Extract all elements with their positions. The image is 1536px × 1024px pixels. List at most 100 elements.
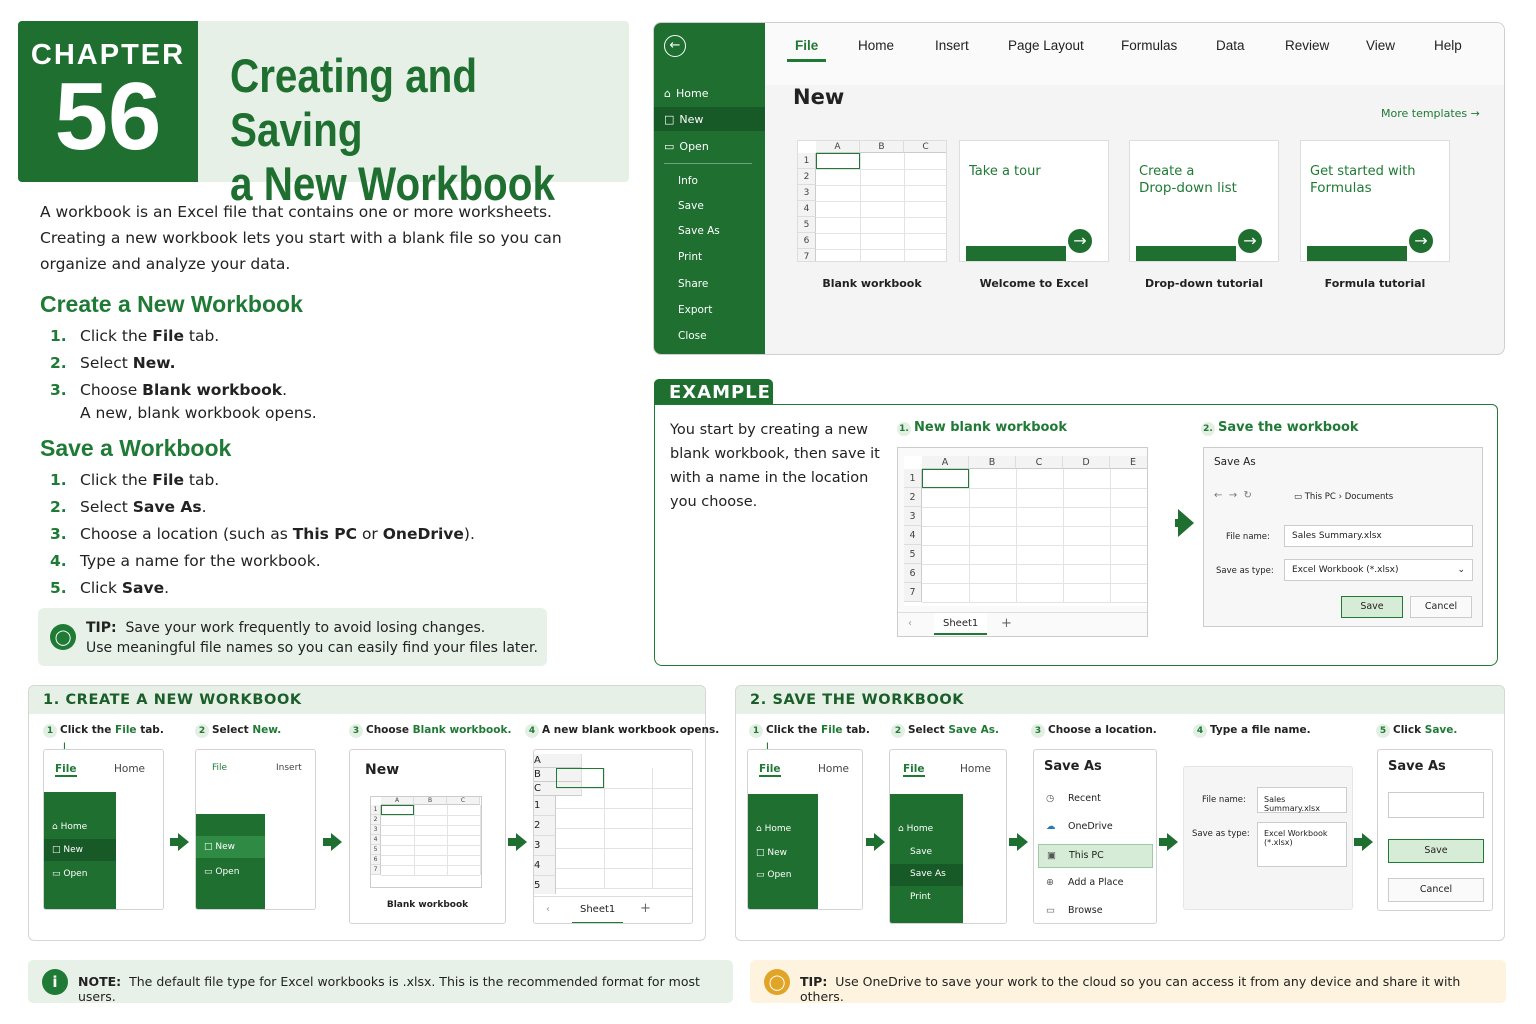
add-sheet-icon[interactable]: + xyxy=(640,901,651,916)
path-breadcrumb[interactable]: ▭ This PC › Documents xyxy=(1294,492,1394,502)
sidebar-item-open[interactable]: ▭ Open xyxy=(664,140,709,153)
row-header: 2 xyxy=(798,169,816,185)
save-button[interactable]: Save xyxy=(1341,596,1403,618)
menu-open[interactable]: ▭ Open xyxy=(756,870,792,880)
home-tab[interactable]: Home xyxy=(818,763,850,775)
location-recent[interactable]: ◷ Recent xyxy=(1046,793,1101,804)
save-button[interactable]: Save xyxy=(1388,839,1484,863)
template-card-3[interactable]: Create a Drop-down list → xyxy=(1129,140,1279,262)
column-header: C xyxy=(1016,456,1063,469)
example-box: You start by creating a new blank workbo… xyxy=(654,404,1498,666)
file-name-input[interactable]: Sales Summary.xlsx xyxy=(1257,787,1347,813)
row-header: 3 xyxy=(371,825,381,835)
more-templates-link[interactable]: More templates → xyxy=(1381,107,1480,120)
step-text: Choose a location (such as This PC or On… xyxy=(80,525,475,543)
arrow-right-icon[interactable]: → xyxy=(1236,227,1264,255)
panel2-filename-preview: File name: Sales Summary.xlsx Save as ty… xyxy=(1183,766,1353,910)
menu-home[interactable]: ⌂ Home xyxy=(52,822,88,832)
sheet1-tab[interactable]: Sheet1 xyxy=(934,613,988,635)
selected-cell[interactable] xyxy=(556,768,604,788)
menu-save[interactable]: Save xyxy=(910,847,933,857)
sidebar-item-print[interactable]: Print xyxy=(678,251,703,263)
menu-new[interactable]: □ New xyxy=(756,848,788,858)
scroll-left-icon[interactable]: ‹ xyxy=(546,904,550,915)
sidebar-item-home[interactable]: ⌂ Home xyxy=(664,87,709,100)
sidebar-item-save[interactable]: Save xyxy=(678,200,704,212)
sidebar-item-export[interactable]: Export xyxy=(678,304,713,316)
cancel-button[interactable]: Cancel xyxy=(1388,878,1484,902)
save-as-title: Save As xyxy=(1388,759,1446,774)
file-name-input[interactable]: Sales Summary.xlsx xyxy=(1284,525,1473,547)
folder-icon: ▭ xyxy=(664,140,675,153)
selected-cell[interactable] xyxy=(816,153,860,169)
column-header: B xyxy=(860,141,904,153)
sidebar-item-close[interactable]: Close xyxy=(678,330,707,342)
sidebar-item-info[interactable]: Info xyxy=(678,175,698,187)
menu-new[interactable]: □ New xyxy=(52,845,84,855)
scroll-left-icon[interactable]: ‹ xyxy=(908,618,912,629)
insert-tab[interactable]: Insert xyxy=(276,763,302,773)
menu-new[interactable]: □ New xyxy=(204,842,236,852)
tab-help[interactable]: Help xyxy=(1434,38,1462,53)
menu-home[interactable]: ⌂ Home xyxy=(898,824,934,834)
note-box: i NOTE: The default file type for Excel … xyxy=(28,960,733,1004)
sidebar-item-save-as[interactable]: Save As xyxy=(678,225,720,237)
arrow-right-icon[interactable]: → xyxy=(1407,227,1435,255)
ribbon-tabs: File Home Insert Page Layout Formulas Data Rev… xyxy=(765,23,1504,85)
tip2-text: Use OneDrive to save your work to the cl… xyxy=(800,974,1461,1004)
tab-review[interactable]: Review xyxy=(1285,38,1330,53)
save-type-select[interactable]: Excel Workbook (*.xlsx) xyxy=(1257,822,1347,867)
menu-open[interactable]: ▭ Open xyxy=(52,869,88,879)
arrow-right-icon xyxy=(1175,509,1194,537)
tab-home[interactable]: Home xyxy=(858,38,895,53)
tab-data[interactable]: Data xyxy=(1216,38,1245,53)
tab-view[interactable]: View xyxy=(1366,38,1396,53)
sheet1-tab[interactable]: Sheet1 xyxy=(572,897,624,923)
tab-page-layout[interactable]: Page Layout xyxy=(1008,38,1084,53)
card-caption: Blank workbook xyxy=(822,277,922,290)
tab-insert[interactable]: Insert xyxy=(935,38,969,53)
info-icon: i xyxy=(42,969,68,995)
location-this-pc[interactable]: ▣ This PC xyxy=(1038,844,1153,868)
new-title: New xyxy=(365,762,400,778)
location-browse[interactable]: ▭ Browse xyxy=(1046,905,1103,916)
row-header: 3 xyxy=(534,836,556,856)
selected-cell[interactable] xyxy=(922,469,969,488)
sidebar-item-share[interactable]: Share xyxy=(678,278,709,290)
arrow-right-icon xyxy=(508,833,527,851)
file-tab[interactable]: File xyxy=(903,763,925,777)
location-onedrive[interactable]: ☁ OneDrive xyxy=(1046,821,1113,832)
save-type-select[interactable]: Excel Workbook (*.xlsx) ⌄ xyxy=(1284,559,1473,581)
step-number: 3. xyxy=(50,525,67,543)
back-arrow-icon[interactable]: ← xyxy=(664,35,686,57)
file-name-input[interactable] xyxy=(1388,792,1484,818)
file-tab[interactable]: File xyxy=(759,763,781,777)
sidebar-item-new[interactable]: □ New xyxy=(664,113,704,126)
menu-home[interactable]: ⌂ Home xyxy=(756,824,792,834)
tab-formulas[interactable]: Formulas xyxy=(1121,38,1178,53)
menu-open[interactable]: ▭ Open xyxy=(204,867,240,877)
selected-cell[interactable] xyxy=(381,805,414,815)
location-add-a-place[interactable]: ⊕ Add a Place xyxy=(1046,877,1124,888)
nav-arrows-icon[interactable]: ← → ↻ xyxy=(1214,490,1252,501)
menu-save-as[interactable]: Save As xyxy=(910,869,946,879)
file-tab[interactable]: File xyxy=(212,763,228,773)
save-as-title: Save As xyxy=(1044,759,1102,774)
cancel-button[interactable]: Cancel xyxy=(1410,596,1472,618)
home-tab[interactable]: Home xyxy=(114,763,146,775)
home-tab[interactable]: Home xyxy=(960,763,992,775)
tab-file[interactable]: File xyxy=(787,38,827,62)
template-card-2[interactable]: Take a tour → xyxy=(959,140,1109,262)
template-card-4[interactable]: Get started with Formulas → xyxy=(1300,140,1450,262)
file-tab[interactable]: File xyxy=(55,763,77,777)
add-sheet-icon[interactable]: + xyxy=(1001,616,1012,631)
menu-print[interactable]: Print xyxy=(910,892,931,902)
chapter-title-line2: a New Workbook xyxy=(230,157,555,210)
arrow-right-icon[interactable]: → xyxy=(1066,227,1094,255)
save-step-1: 1. Click the File tab. xyxy=(50,467,475,494)
step-number: 3. xyxy=(50,381,67,399)
